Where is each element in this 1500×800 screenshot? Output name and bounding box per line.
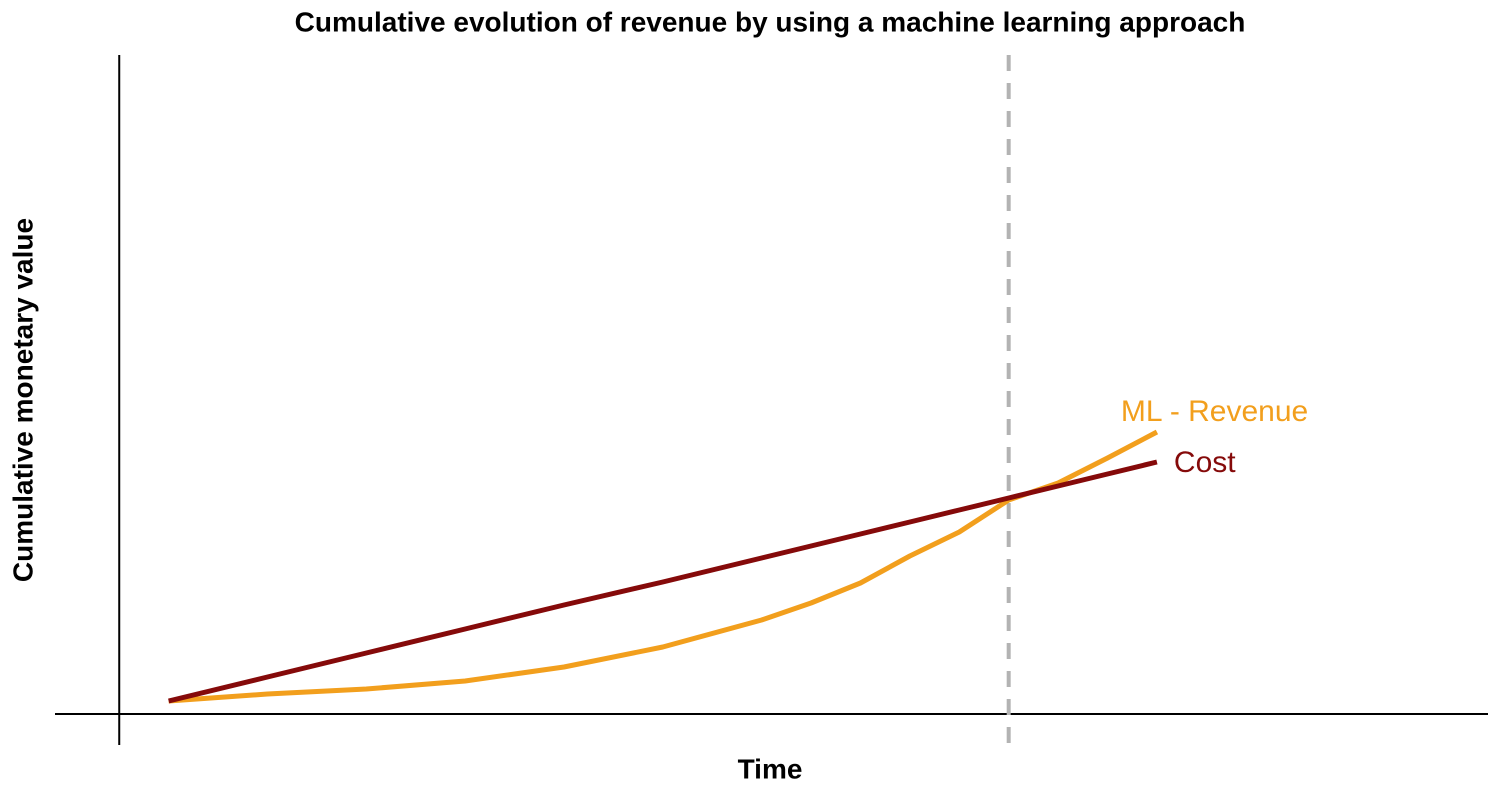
x-axis-title: Time xyxy=(738,753,803,784)
series-label: Cost xyxy=(1174,446,1236,479)
plot-area: ML - Revenue Cost xyxy=(55,55,1488,745)
chart-title: Cumulative evolution of revenue by using… xyxy=(295,6,1246,37)
series-label: ML - Revenue xyxy=(1121,395,1308,428)
y-axis-title: Cumulative monetary value xyxy=(7,218,38,582)
series-line xyxy=(168,459,1158,704)
